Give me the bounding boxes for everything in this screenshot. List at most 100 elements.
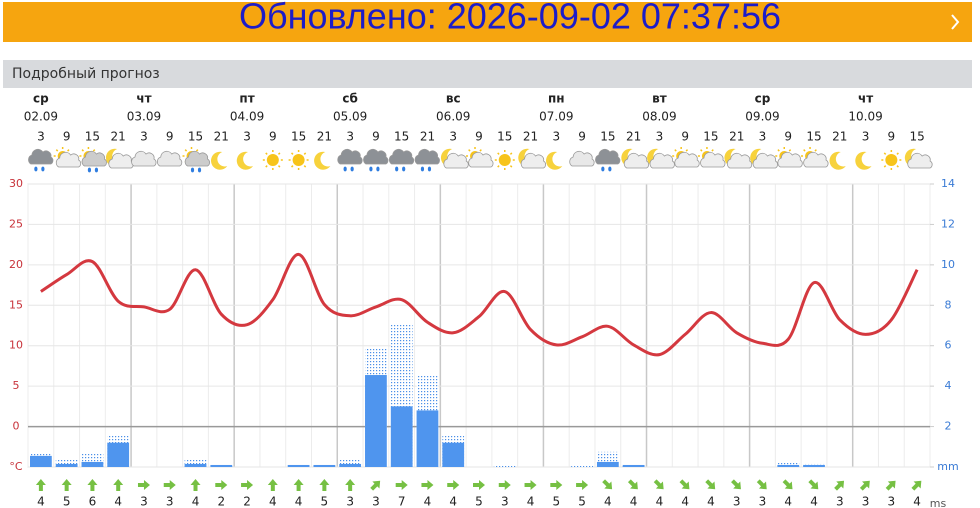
- weather-icon: [211, 151, 228, 170]
- hour-label: 3: [656, 130, 664, 144]
- y2-tick-label: 12: [941, 217, 955, 230]
- alert-banner[interactable]: [3, 2, 972, 42]
- hour-label: 3: [243, 130, 251, 144]
- wind-speed: 2: [243, 495, 251, 508]
- day-name: сб: [342, 92, 358, 106]
- hour-label: 15: [291, 130, 306, 144]
- wind-speed: 4: [913, 495, 921, 508]
- day-date: 09.09: [745, 110, 779, 124]
- precip-bar: [416, 410, 439, 467]
- weather-icon: [105, 148, 134, 169]
- y-tick-label: 25: [9, 217, 23, 230]
- wind-speed: 5: [475, 495, 483, 508]
- wind-arrow: [808, 479, 819, 490]
- rain-drop: [350, 166, 354, 172]
- weather-icon: [337, 148, 363, 172]
- y2-tick-label: 2: [945, 420, 952, 433]
- day-name: пт: [239, 92, 254, 106]
- rain-drop: [369, 166, 373, 172]
- wind-arrow: [627, 479, 638, 490]
- weather-icon: [131, 150, 157, 167]
- wind-speed: 4: [192, 495, 200, 508]
- cloud: [777, 151, 803, 168]
- sun: [885, 154, 898, 166]
- y2-tick-label: 4: [945, 379, 952, 392]
- sun: [292, 154, 305, 166]
- wind-speed: 3: [836, 495, 844, 508]
- sun-ray: [685, 149, 689, 152]
- precip-bar: [390, 406, 413, 467]
- hour-label: 21: [111, 130, 126, 144]
- hour-label: 21: [523, 130, 538, 144]
- rain-drop: [402, 166, 406, 172]
- sun-ray: [303, 165, 307, 168]
- moon: [829, 151, 846, 170]
- wind-speed: 4: [810, 495, 818, 508]
- weather-icon: [28, 148, 54, 172]
- y-tick-label: °C: [9, 460, 23, 473]
- sun-ray: [81, 149, 85, 152]
- wind-speed: 4: [681, 495, 689, 508]
- rain-drop: [41, 166, 45, 172]
- hour-label: 9: [372, 130, 380, 144]
- y-tick-label: 5: [13, 379, 20, 392]
- precip-range-bar: [493, 464, 516, 467]
- sun-ray: [303, 152, 307, 155]
- cloud: [700, 151, 726, 168]
- wind-arrow: [215, 480, 228, 491]
- rain-drop: [395, 166, 399, 172]
- sun-ray: [509, 165, 513, 168]
- precip-range-bar: [184, 458, 207, 467]
- wind-arrow: [137, 479, 150, 490]
- precip-bar: [30, 455, 52, 467]
- day-name: вс: [446, 92, 461, 106]
- wind-arrow: [87, 479, 98, 491]
- wind-arrow: [35, 479, 46, 491]
- precip-bar: [313, 464, 336, 467]
- weather-icon: [388, 148, 415, 172]
- wind-arrow: [705, 479, 716, 490]
- weather-icon: [236, 151, 254, 170]
- sun-ray: [883, 165, 887, 168]
- wind-arrow: [885, 480, 896, 491]
- sun-ray: [497, 152, 500, 155]
- day-date: 10.09: [848, 110, 882, 124]
- wind-arrow: [395, 480, 408, 491]
- wind-speed: 5: [552, 495, 560, 508]
- wind-speed: 3: [888, 495, 896, 508]
- banner-chevron[interactable]: [951, 14, 960, 30]
- wind-speed: 3: [759, 495, 767, 508]
- hour-label: 3: [759, 130, 767, 144]
- wind-arrow: [190, 479, 201, 491]
- cloud: [674, 151, 700, 168]
- y-tick-label: 10: [9, 339, 23, 352]
- hour-label: 15: [188, 130, 203, 144]
- sun-ray: [883, 152, 887, 155]
- sun-ray: [290, 165, 294, 168]
- weather-icon: [672, 147, 700, 168]
- hour-label: 9: [166, 130, 174, 144]
- weather-icon: [569, 150, 595, 167]
- wind-arrow: [911, 480, 922, 491]
- hour-label: 3: [37, 130, 45, 144]
- wind-arrow: [421, 479, 434, 490]
- hour-label: 15: [806, 130, 821, 144]
- hour-label: 15: [497, 130, 512, 144]
- y2-tick-label: mm: [937, 460, 958, 473]
- section-header: [3, 60, 972, 88]
- cloud: [468, 151, 494, 168]
- y-tick-label: 15: [9, 298, 23, 311]
- weather-icon: [595, 148, 621, 172]
- wind-speed: 5: [321, 495, 329, 508]
- wind-speed: 5: [578, 495, 586, 508]
- weather-icon: [621, 148, 650, 169]
- wind-arrow: [576, 480, 589, 491]
- hour-label: 9: [888, 130, 896, 144]
- wind-arrow: [293, 479, 304, 491]
- cloud: [520, 152, 547, 169]
- weather-icon: [801, 147, 829, 168]
- sun-ray: [509, 152, 513, 155]
- hour-label: 3: [862, 130, 870, 144]
- sun-ray: [55, 149, 59, 152]
